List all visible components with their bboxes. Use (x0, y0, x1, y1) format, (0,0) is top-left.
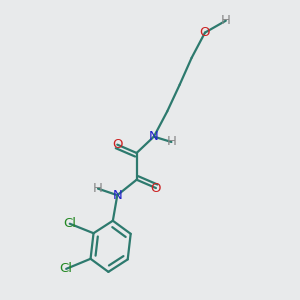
Text: H: H (93, 182, 103, 195)
Text: Cl: Cl (63, 217, 76, 230)
Text: O: O (112, 138, 123, 151)
Text: O: O (200, 26, 210, 39)
Text: H: H (167, 136, 176, 148)
Text: H: H (221, 14, 231, 27)
Text: N: N (112, 189, 122, 202)
Text: N: N (149, 130, 159, 143)
Text: O: O (151, 182, 161, 194)
Text: Cl: Cl (60, 262, 73, 275)
